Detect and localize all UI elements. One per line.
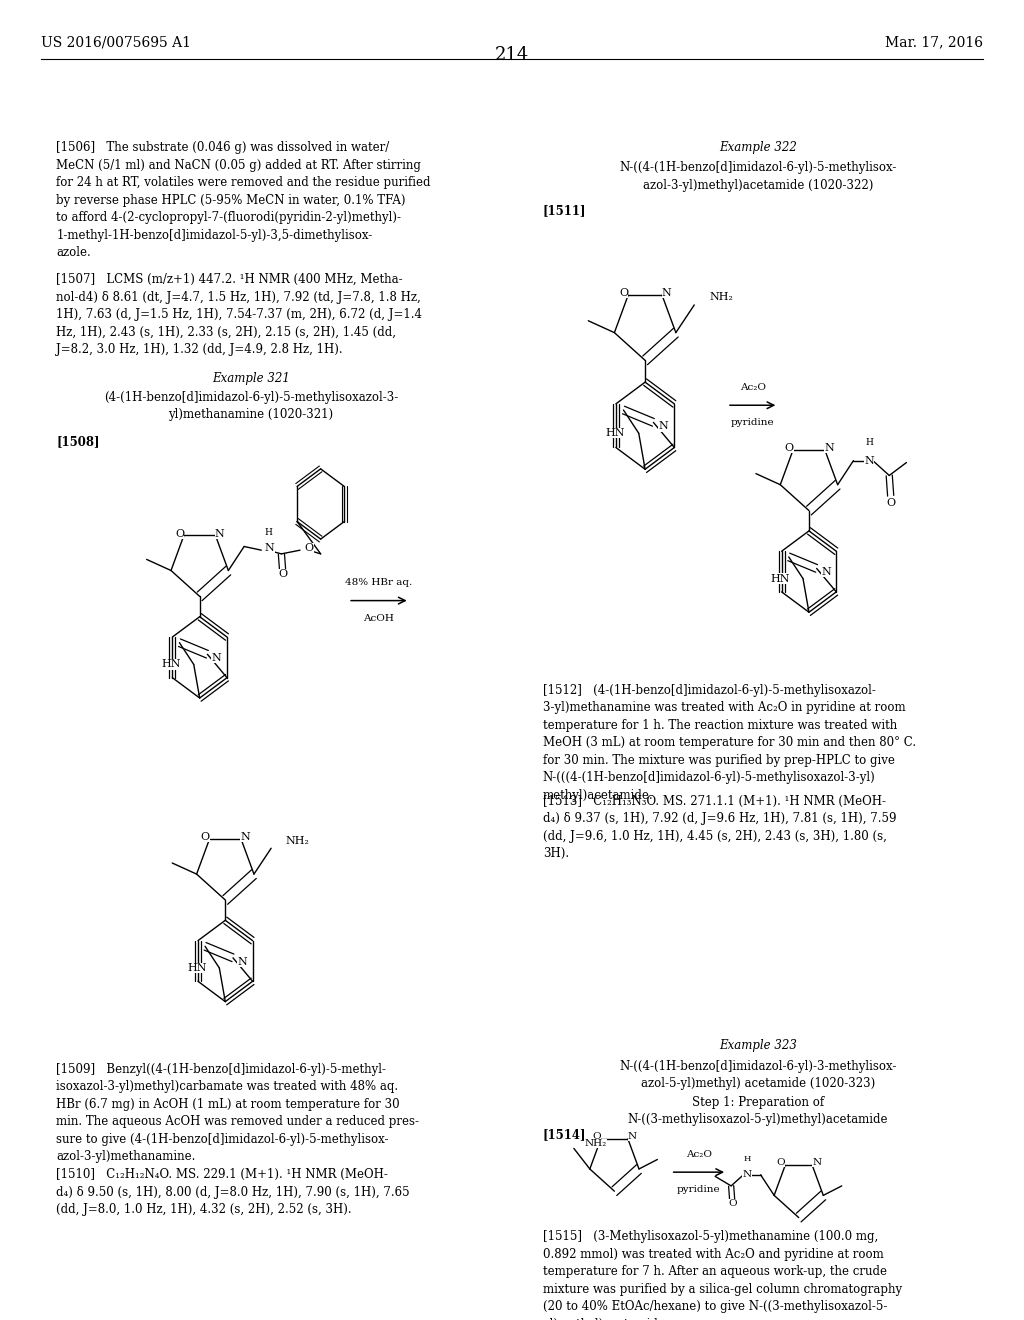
Text: N: N xyxy=(238,957,247,966)
Text: [1509]   Benzyl((4-(1H-benzo[d]imidazol-6-yl)-5-methyl-
isoxazol-3-yl)methyl)car: [1509] Benzyl((4-(1H-benzo[d]imidazol-6-… xyxy=(56,1063,419,1163)
Text: N-((4-(1H-benzo[d]imidazol-6-yl)-3-methylisox-
azol-5-yl)methyl) acetamide (1020: N-((4-(1H-benzo[d]imidazol-6-yl)-3-methy… xyxy=(620,1060,896,1090)
Text: AcOH: AcOH xyxy=(364,614,394,623)
Text: Example 321: Example 321 xyxy=(212,372,290,385)
Text: O: O xyxy=(175,528,184,539)
Text: [1512]   (4-(1H-benzo[d]imidazol-6-yl)-5-methylisoxazol-
3-yl)methanamine was tr: [1512] (4-(1H-benzo[d]imidazol-6-yl)-5-m… xyxy=(543,684,915,801)
Text: Example 323: Example 323 xyxy=(719,1039,797,1052)
Text: N: N xyxy=(658,421,668,432)
Text: Ac₂O: Ac₂O xyxy=(686,1150,712,1159)
Text: NH₂: NH₂ xyxy=(286,836,309,846)
Text: [1511]: [1511] xyxy=(543,205,586,218)
Text: O: O xyxy=(886,498,895,508)
Text: O: O xyxy=(201,832,210,842)
Text: N: N xyxy=(662,288,672,298)
Text: O: O xyxy=(620,288,628,298)
Text: [1506]   The substrate (0.046 g) was dissolved in water/
MeCN (5/1 ml) and NaCN : [1506] The substrate (0.046 g) was disso… xyxy=(56,141,431,259)
Text: pyridine: pyridine xyxy=(731,418,774,428)
Text: [1514]: [1514] xyxy=(543,1129,586,1142)
Text: N: N xyxy=(212,653,221,663)
Text: [1510]   C₁₂H₁₂N₄O. MS. 229.1 (M+1). ¹H NMR (MeOH-
d₄) δ 9.50 (s, 1H), 8.00 (d, : [1510] C₁₂H₁₂N₄O. MS. 229.1 (M+1). ¹H NM… xyxy=(56,1168,410,1216)
Text: Step 1: Preparation of
N-((3-methylisoxazol-5-yl)methyl)acetamide: Step 1: Preparation of N-((3-methylisoxa… xyxy=(628,1096,888,1126)
Text: O: O xyxy=(728,1199,736,1208)
Text: HN: HN xyxy=(605,428,625,438)
Text: NH₂: NH₂ xyxy=(710,292,733,302)
Text: N: N xyxy=(265,544,274,553)
Text: O: O xyxy=(784,442,794,453)
Text: N: N xyxy=(824,442,834,453)
Text: [1513]   C₁₂H₁₃N₃O. MS. 271.1.1 (M+1). ¹H NMR (MeOH-
d₄) δ 9.37 (s, 1H), 7.92 (d: [1513] C₁₂H₁₃N₃O. MS. 271.1.1 (M+1). ¹H … xyxy=(543,795,896,861)
Text: HN: HN xyxy=(771,574,791,583)
Text: pyridine: pyridine xyxy=(677,1185,721,1195)
Text: H: H xyxy=(743,1155,751,1163)
Text: O: O xyxy=(279,569,288,579)
Text: N-((4-(1H-benzo[d]imidazol-6-yl)-5-methylisox-
azol-3-yl)methyl)acetamide (1020-: N-((4-(1H-benzo[d]imidazol-6-yl)-5-methy… xyxy=(620,161,896,191)
Text: N: N xyxy=(241,832,250,842)
Text: H: H xyxy=(865,438,873,446)
Text: Mar. 17, 2016: Mar. 17, 2016 xyxy=(885,36,983,50)
Text: [1515]   (3-Methylisoxazol-5-yl)methanamine (100.0 mg,
0.892 mmol) was treated w: [1515] (3-Methylisoxazol-5-yl)methanamin… xyxy=(543,1230,902,1320)
Text: HN: HN xyxy=(162,660,181,669)
Text: N: N xyxy=(864,455,874,466)
Text: Ac₂O: Ac₂O xyxy=(739,383,766,392)
Text: HN: HN xyxy=(187,964,207,973)
Text: Example 322: Example 322 xyxy=(719,141,797,154)
Text: O: O xyxy=(304,544,313,553)
Text: O: O xyxy=(592,1131,601,1140)
Text: H: H xyxy=(265,528,272,537)
Text: US 2016/0075695 A1: US 2016/0075695 A1 xyxy=(41,36,190,50)
Text: N: N xyxy=(812,1158,821,1167)
Text: [1507]   LCMS (m/z+1) 447.2. ¹H NMR (400 MHz, Metha-
nol-d4) δ 8.61 (dt, J=4.7, : [1507] LCMS (m/z+1) 447.2. ¹H NMR (400 M… xyxy=(56,273,422,356)
Text: NH₂: NH₂ xyxy=(585,1139,607,1148)
Text: 214: 214 xyxy=(495,46,529,65)
Text: N: N xyxy=(821,568,830,577)
Text: N: N xyxy=(215,528,224,539)
Text: 48% HBr aq.: 48% HBr aq. xyxy=(345,578,413,587)
Text: N: N xyxy=(742,1171,752,1179)
Text: (4-(1H-benzo[d]imidazol-6-yl)-5-methylisoxazol-3-
yl)methanamine (1020-321): (4-(1H-benzo[d]imidazol-6-yl)-5-methylis… xyxy=(103,391,398,421)
Text: O: O xyxy=(776,1158,785,1167)
Text: [1508]: [1508] xyxy=(56,436,99,449)
Text: N: N xyxy=(628,1131,637,1140)
